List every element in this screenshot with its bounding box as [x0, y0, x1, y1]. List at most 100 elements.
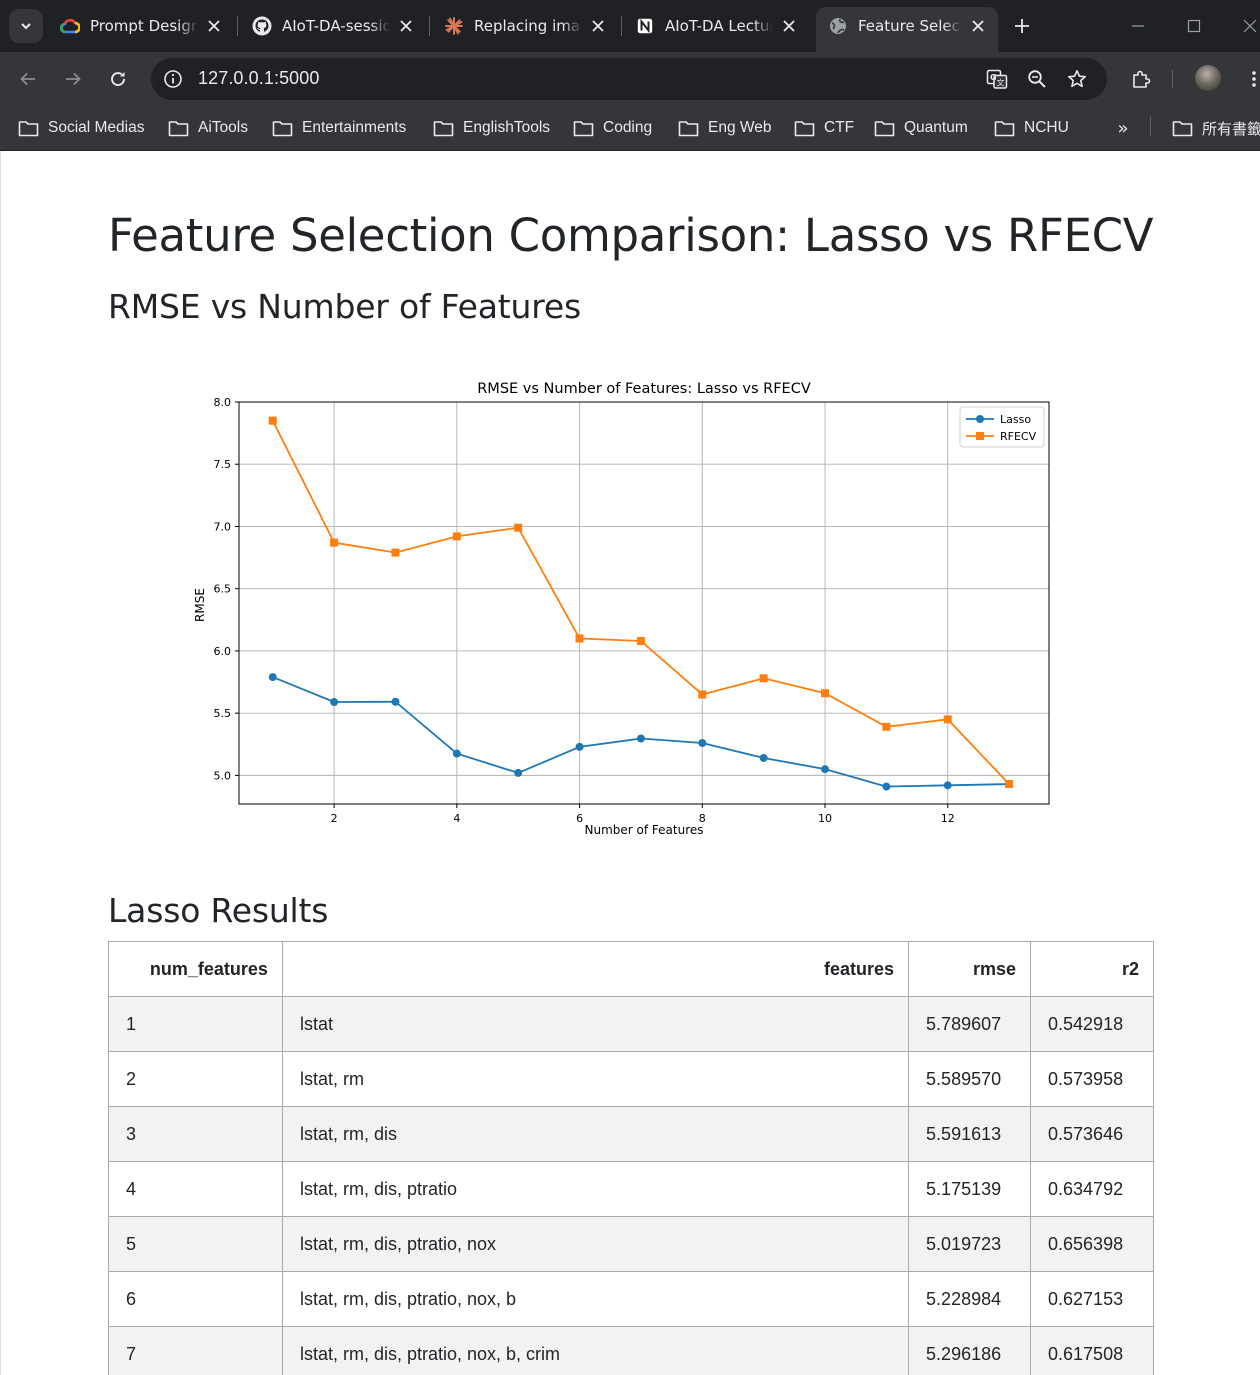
close-icon[interactable]: [204, 16, 224, 36]
rmse-line-chart: RMSE vs Number of Features: Lasso vs RFE…: [193, 381, 1050, 837]
bookmarks-overflow-button[interactable]: »: [1112, 116, 1134, 140]
bookmark-folder-coding[interactable]: Coding: [573, 116, 652, 140]
globe-icon: [828, 16, 848, 36]
bookmark-label: 所有書籤: [1202, 119, 1260, 138]
column-header: rmse: [908, 941, 1032, 997]
folder-icon: [678, 120, 699, 136]
bookmark-folder-eng-web[interactable]: Eng Web: [678, 116, 771, 140]
bookmark-folder-ctf[interactable]: CTF: [794, 116, 854, 140]
y-tick-label: 7.0: [214, 520, 232, 533]
svg-text:G: G: [990, 73, 997, 82]
data-point: [636, 734, 645, 743]
bookmark-folder-nchu[interactable]: NCHU: [994, 116, 1069, 140]
data-point: [943, 781, 952, 790]
site-info-icon[interactable]: [161, 67, 185, 91]
tab-strip: Prompt Design AIoT-DA-session Replacing …: [0, 0, 1260, 52]
y-tick-label: 6.0: [214, 645, 232, 658]
toolbar-divider: [1172, 70, 1173, 88]
folder-icon: [272, 120, 293, 136]
bookmark-folder-social-medias[interactable]: Social Medias: [18, 116, 145, 140]
page-title: Feature Selection Comparison: Lasso vs R…: [108, 209, 1154, 262]
r2-cell: 0.656398: [1030, 1216, 1154, 1272]
arrow-left-icon: [20, 72, 35, 86]
folder-icon: [794, 120, 815, 136]
url-text[interactable]: 127.0.0.1:5000: [198, 68, 320, 88]
all-bookmarks-folder[interactable]: 所有書籤: [1172, 116, 1260, 140]
bookmark-label: Social Medias: [48, 119, 145, 136]
features-cell: lstat, rm, dis, ptratio, nox: [281, 1216, 910, 1272]
extensions-button[interactable]: [1127, 65, 1155, 93]
table-heading: Lasso Results: [108, 891, 329, 930]
features-cell: lstat, rm, dis, ptratio, nox, b: [281, 1271, 910, 1327]
forward-button[interactable]: [57, 63, 89, 95]
data-point: [514, 523, 523, 532]
maximize-icon: [1187, 19, 1201, 33]
column-header: r2: [1030, 941, 1154, 997]
legend-label: RFECV: [1000, 430, 1037, 443]
bookmark-label: Entertainments: [302, 119, 407, 136]
table-body: 1 lstat 5.789607 0.542918 2 lstat, rm 5.589570…: [108, 996, 1154, 1375]
close-icon[interactable]: [588, 16, 608, 36]
tab-feature-selection[interactable]: Feature Selection: [816, 7, 998, 52]
bookmark-star-icon[interactable]: [1065, 67, 1089, 91]
data-point: [821, 689, 830, 698]
zoom-icon[interactable]: [1025, 67, 1049, 91]
features-cell: lstat, rm, dis, ptratio: [281, 1161, 910, 1217]
menu-button[interactable]: [1240, 65, 1260, 93]
tab-title: AIoT-DA-session: [282, 17, 390, 35]
data-point: [268, 673, 277, 682]
close-icon[interactable]: [968, 16, 988, 36]
column-header: features: [281, 941, 910, 997]
close-icon[interactable]: [396, 16, 416, 36]
x-tick-label: 8: [699, 812, 706, 825]
tab-aiot-da-session[interactable]: AIoT-DA-session: [240, 7, 426, 45]
rmse-cell: 5.591613: [908, 1106, 1032, 1162]
tab-aiot-da-lecture[interactable]: AIoT-DA Lecture: [623, 7, 809, 45]
data-point: [636, 636, 645, 645]
minimize-icon: [1132, 25, 1144, 27]
tab-title: AIoT-DA Lecture: [665, 17, 773, 35]
y-tick-label: 7.5: [214, 458, 232, 471]
bookmark-folder-quantum[interactable]: Quantum: [874, 116, 968, 140]
chart-ticks: 2 4 6 8 10 12 5.0 5.5 6.0 6.5 7.0 7.5 8.0: [214, 396, 955, 825]
bookmarks-bar: Social Medias AiTools Entertainments Eng…: [0, 106, 1260, 151]
bookmark-folder-englishtools[interactable]: EnglishTools: [433, 116, 550, 140]
tab-prompt-design[interactable]: Prompt Design: [48, 7, 234, 45]
tab-search-button[interactable]: [9, 9, 43, 43]
bookmark-folder-aitools[interactable]: AiTools: [168, 116, 248, 140]
series-lasso: [268, 673, 1014, 791]
profile-avatar[interactable]: [1195, 65, 1221, 91]
table-row: 7 lstat, rm, dis, ptratio, nox, b, crim 5.…: [108, 1326, 1154, 1375]
table-row: 2 lstat, rm 5.589570 0.573958: [108, 1051, 1154, 1107]
rmse-chart: RMSE vs Number of Features: Lasso vs RFE…: [181, 373, 1081, 843]
y-tick-label: 5.0: [214, 769, 232, 782]
maximize-button[interactable]: [1180, 12, 1208, 40]
close-icon: [1243, 19, 1257, 33]
data-point: [575, 742, 584, 751]
table-row: 1 lstat 5.789607 0.542918: [108, 996, 1154, 1052]
bookmark-folder-entertainments[interactable]: Entertainments: [272, 116, 406, 140]
r2-cell: 0.573958: [1030, 1051, 1154, 1107]
window-close-button[interactable]: [1236, 12, 1260, 40]
data-point: [698, 739, 707, 748]
back-button[interactable]: [12, 63, 44, 95]
folder-icon: [18, 120, 39, 136]
tab-replacing-image[interactable]: Replacing image: [432, 7, 618, 45]
tab-title: Prompt Design: [90, 17, 198, 35]
minimize-button[interactable]: [1124, 12, 1152, 40]
data-point: [452, 532, 461, 541]
tab-title: Feature Selection: [858, 17, 962, 35]
reload-button[interactable]: [102, 63, 134, 95]
y-tick-label: 8.0: [214, 396, 232, 409]
data-point: [698, 690, 707, 699]
bookmark-label: CTF: [824, 119, 855, 136]
features-cell: lstat, rm, dis: [281, 1106, 910, 1162]
rmse-cell: 5.296186: [908, 1326, 1032, 1375]
features-cell: lstat, rm: [281, 1051, 910, 1107]
x-axis-label: Number of Features: [585, 823, 704, 837]
close-icon[interactable]: [779, 16, 799, 36]
new-tab-button[interactable]: [1007, 11, 1037, 41]
rmse-cell: 5.175139: [908, 1161, 1032, 1217]
